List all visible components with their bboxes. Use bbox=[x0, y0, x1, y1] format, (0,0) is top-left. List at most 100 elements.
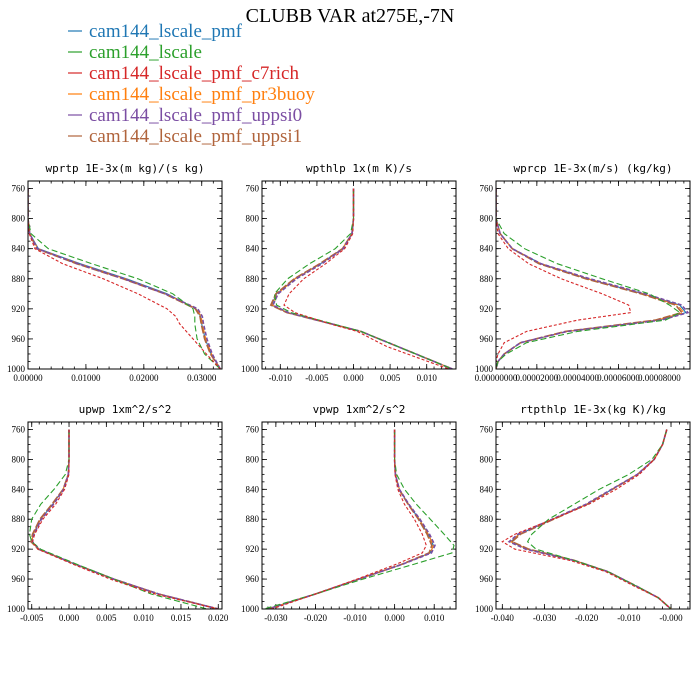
y-tick-label: 960 bbox=[12, 574, 26, 584]
y-tick-label: 840 bbox=[12, 244, 26, 254]
chart-panel: wprtp 1E-3x(m kg)/(s kg) 760 800 840 880 920 9… bbox=[7, 162, 223, 383]
y-tick-label: 880 bbox=[246, 274, 260, 284]
panel-title: upwp 1xm^2/s^2 bbox=[79, 403, 172, 416]
series-line bbox=[31, 429, 219, 609]
panel-title: vpwp 1xm^2/s^2 bbox=[313, 403, 406, 416]
y-tick-label: 800 bbox=[480, 454, 494, 464]
x-tick-label: 0.015 bbox=[171, 613, 192, 623]
panel-title: rtpthlp 1E-3x(kg K)/kg bbox=[520, 403, 666, 416]
chart-panel: wpthlp 1x(m K)/s 760 800 840 880 920 960 1000 -0… bbox=[241, 162, 457, 383]
x-tick-label: 0.03000 bbox=[187, 373, 217, 383]
y-tick-label: 960 bbox=[246, 334, 260, 344]
legend-entry: cam144_lscale bbox=[68, 42, 202, 63]
x-tick-label: -0.010 bbox=[617, 613, 641, 623]
legend-entry: cam144_lscale_pmf_uppsi0 bbox=[68, 105, 302, 126]
series-line bbox=[267, 429, 436, 609]
panel-frame bbox=[27, 421, 223, 610]
y-tick-label: 760 bbox=[480, 424, 494, 434]
series-line bbox=[526, 429, 672, 609]
panel-frame bbox=[261, 421, 457, 610]
chart-panel: upwp 1xm^2/s^2 760 800 840 880 920 960 1000-0.0… bbox=[7, 403, 229, 623]
y-tick-label: 840 bbox=[480, 484, 494, 494]
legend-entry: cam144_lscale_pmf_pr3buoy bbox=[68, 84, 315, 105]
y-tick-label: 960 bbox=[246, 574, 260, 584]
x-tick-label: -0.010 bbox=[269, 373, 293, 383]
x-tick-label: 0.00000000 bbox=[475, 373, 518, 383]
x-tick-label: 0.005 bbox=[380, 373, 401, 383]
series-line bbox=[496, 188, 681, 369]
panel-title: wpthlp 1x(m K)/s bbox=[306, 162, 412, 175]
y-tick-label: 760 bbox=[246, 184, 260, 194]
legend-label: cam144_lscale_pmf_pr3buoy bbox=[89, 84, 315, 105]
series-line bbox=[509, 429, 672, 609]
series-line bbox=[28, 188, 221, 369]
panel-frame bbox=[261, 180, 457, 370]
panel-frame bbox=[27, 180, 223, 370]
panel-title: wprcp 1E-3x(m/s) (kg/kg) bbox=[514, 162, 673, 175]
y-tick-label: 960 bbox=[480, 334, 494, 344]
x-tick-label: -0.030 bbox=[533, 613, 557, 623]
series-line bbox=[271, 188, 453, 369]
chart-panel: vpwp 1xm^2/s^2 760 800 840 880 920 960 1000 -0.0… bbox=[241, 403, 457, 623]
x-tick-label: 0.010 bbox=[134, 613, 155, 623]
y-tick-label: 920 bbox=[12, 544, 26, 554]
series-line bbox=[267, 429, 433, 609]
legend: cam144_lscale_pmfcam144_lscalecam144_lsc… bbox=[68, 21, 315, 147]
series-line bbox=[28, 188, 221, 369]
x-tick-label: -0.005 bbox=[20, 613, 44, 623]
x-tick-label: 0.00008000 bbox=[638, 373, 681, 383]
y-tick-label: 920 bbox=[480, 544, 494, 554]
series-line bbox=[270, 188, 453, 369]
legend-entry: cam144_lscale_pmf_uppsi1 bbox=[68, 126, 302, 147]
series-line bbox=[273, 188, 453, 369]
y-tick-label: 920 bbox=[480, 304, 494, 314]
y-tick-label: 760 bbox=[12, 424, 26, 434]
y-tick-label: 760 bbox=[246, 424, 260, 434]
x-tick-label: -0.010 bbox=[343, 613, 367, 623]
x-tick-label: 0.010 bbox=[424, 613, 445, 623]
y-tick-label: 960 bbox=[480, 574, 494, 584]
x-tick-label: 0.005 bbox=[96, 613, 117, 623]
chart-panel: wprcp 1E-3x(m/s) (kg/kg) 760 800 840 880 920 9… bbox=[475, 162, 691, 383]
x-tick-label: 0.00002000 bbox=[515, 373, 558, 383]
x-tick-label: 0.020 bbox=[208, 613, 229, 623]
x-tick-label: 0.000 bbox=[343, 373, 364, 383]
chart-panels: wprtp 1E-3x(m kg)/(s kg) 760 800 840 880 920 9… bbox=[7, 162, 691, 623]
x-tick-label: -0.005 bbox=[305, 373, 329, 383]
y-tick-label: 880 bbox=[12, 274, 26, 284]
series-line bbox=[271, 429, 427, 609]
series-line bbox=[501, 429, 672, 609]
panel-frame bbox=[495, 421, 691, 610]
legend-label: cam144_lscale_pmf bbox=[89, 21, 243, 42]
y-tick-label: 840 bbox=[246, 484, 260, 494]
x-tick-label: 0.00006000 bbox=[597, 373, 640, 383]
y-tick-label: 840 bbox=[480, 244, 494, 254]
y-tick-label: 880 bbox=[12, 514, 26, 524]
figure-title: CLUBB VAR at275E,-7N bbox=[246, 5, 455, 27]
x-tick-label: 0.01000 bbox=[71, 373, 101, 383]
legend-label: cam144_lscale_pmf_uppsi0 bbox=[89, 105, 302, 126]
y-tick-label: 800 bbox=[246, 454, 260, 464]
series-line bbox=[496, 188, 684, 369]
y-tick-label: 1000 bbox=[7, 604, 26, 614]
panel-title: wprtp 1E-3x(m kg)/(s kg) bbox=[46, 162, 205, 175]
legend-entry: cam144_lscale_pmf_c7rich bbox=[68, 63, 299, 84]
y-tick-label: 920 bbox=[12, 304, 26, 314]
series-line bbox=[271, 188, 453, 369]
y-tick-label: 880 bbox=[480, 514, 494, 524]
chart-panel: rtpthlp 1E-3x(kg K)/kg 760 800 840 880 920 960… bbox=[475, 403, 691, 623]
legend-label: cam144_lscale_pmf_c7rich bbox=[89, 63, 299, 84]
y-tick-label: 1000 bbox=[241, 364, 260, 374]
y-tick-label: 840 bbox=[246, 244, 260, 254]
y-tick-label: 760 bbox=[480, 184, 494, 194]
y-tick-label: 1000 bbox=[7, 364, 26, 374]
y-tick-label: 800 bbox=[12, 454, 26, 464]
series-line bbox=[28, 429, 208, 609]
x-tick-label: 0.000 bbox=[385, 613, 406, 623]
x-tick-label: 0.010 bbox=[417, 373, 438, 383]
y-tick-label: 880 bbox=[480, 274, 494, 284]
legend-label: cam144_lscale bbox=[89, 42, 202, 63]
series-line bbox=[283, 188, 449, 369]
series-line bbox=[510, 429, 672, 609]
